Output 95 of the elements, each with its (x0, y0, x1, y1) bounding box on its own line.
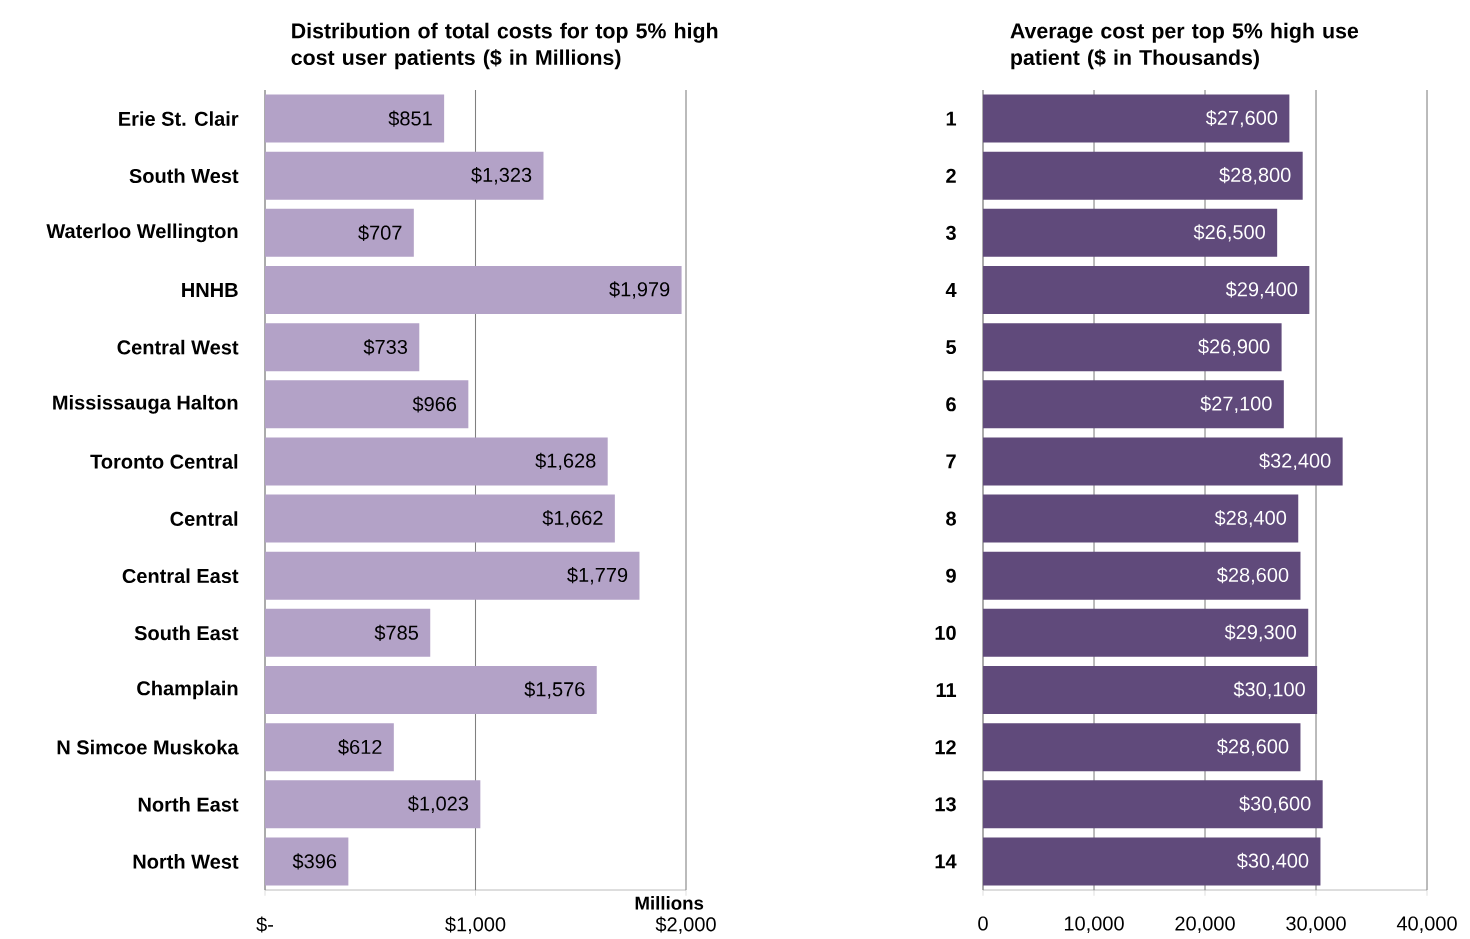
bar (265, 266, 682, 315)
data-label: $27,600 (1205, 109, 1278, 128)
x-tick-label: 10,000 (1064, 916, 1124, 933)
data-label: $1,576 (524, 681, 585, 699)
y-tick-label: 10 (935, 625, 956, 640)
y-tick-label: 1 (946, 111, 957, 126)
y-tick-label: 7 (946, 454, 956, 469)
bar (265, 208, 414, 257)
bar (265, 608, 431, 657)
y-tick-label: 5 (946, 340, 957, 355)
y-tick-label: 2 (946, 168, 956, 183)
y-tick-label: 6 (946, 397, 956, 412)
y-tick-label: North West (133, 854, 239, 869)
data-label: $28,600 (1217, 738, 1289, 756)
data-label: $785 (374, 624, 419, 641)
y-tick-label: HNHB (182, 283, 238, 297)
bar (983, 780, 1323, 829)
y-tick-label: Erie St. Clair (119, 111, 239, 126)
bar (265, 323, 420, 372)
y-tick-label: 12 (935, 740, 956, 755)
data-label: $1,662 (542, 509, 603, 528)
y-tick-label: 13 (935, 797, 956, 812)
data-label: $612 (338, 739, 382, 756)
bar (983, 608, 1309, 657)
bar (983, 208, 1278, 257)
y-tick-label: Mississauga Halton (53, 394, 238, 414)
x-tick-label: 40,000 (1396, 916, 1457, 933)
y-tick-label: N Simcoe Muskoka (57, 739, 239, 755)
y-tick-label: Toronto Central (90, 454, 238, 469)
data-label: $30,100 (1233, 681, 1305, 699)
data-label: $966 (412, 396, 457, 413)
bar (265, 837, 349, 886)
x-axis-title: Millions (635, 896, 704, 910)
chart-title: Distribution of total costs for top 5% high cost user patients ($ in Millions) (291, 22, 718, 70)
data-label: $26,900 (1198, 338, 1270, 356)
data-label: $1,979 (609, 281, 670, 299)
data-label: $707 (358, 224, 402, 241)
chart-title: Average cost per top 5% high use patient ($ in Thousands) (1010, 22, 1359, 70)
y-tick-label: 8 (946, 511, 956, 526)
y-tick-label: Central (170, 511, 238, 526)
bar (983, 837, 1321, 886)
data-label: $30,600 (1239, 795, 1311, 813)
data-label: $396 (292, 853, 337, 870)
data-label: $733 (363, 339, 408, 356)
y-tick-label: North East (138, 796, 239, 812)
y-tick-label: South West (129, 168, 239, 184)
bar (265, 494, 615, 543)
bar (265, 723, 394, 772)
bar (265, 94, 445, 143)
y-tick-label: Central West (117, 339, 239, 355)
x-tick-label: $1,000 (445, 916, 506, 934)
bar (983, 323, 1282, 372)
x-tick-label: 30,000 (1286, 916, 1346, 933)
x-tick-label: 20,000 (1175, 916, 1235, 933)
data-label: $29,400 (1225, 281, 1298, 299)
y-tick-label: 4 (945, 283, 957, 297)
bar (983, 723, 1301, 772)
y-tick-label: Champlain (137, 680, 238, 700)
bar (983, 151, 1303, 200)
bar (983, 380, 1284, 429)
data-label: $1,628 (535, 452, 596, 471)
y-tick-label: 11 (936, 683, 957, 697)
data-label: $851 (388, 110, 432, 127)
bar (265, 380, 469, 429)
y-tick-label: 3 (945, 225, 956, 240)
x-tick-label: $- (256, 916, 273, 933)
bar (265, 780, 481, 829)
bar (983, 494, 1299, 543)
data-label: $28,400 (1214, 509, 1287, 528)
y-tick-label: Central East (122, 568, 239, 584)
bar (983, 437, 1343, 486)
data-label: $28,800 (1219, 167, 1291, 185)
bar (983, 266, 1310, 315)
bar (983, 551, 1301, 600)
x-tick-label: 0 (978, 916, 988, 931)
bar (983, 94, 1290, 143)
data-label: $1,779 (567, 567, 628, 585)
data-label: $26,500 (1193, 224, 1265, 242)
data-label: $32,400 (1259, 452, 1331, 471)
data-label: $1,023 (408, 795, 469, 813)
y-tick-label: South East (134, 625, 239, 641)
bar (983, 666, 1318, 715)
data-label: $27,100 (1200, 395, 1272, 413)
bar (265, 437, 608, 486)
bar (265, 551, 640, 600)
data-label: $1,323 (471, 167, 532, 185)
bar (265, 151, 544, 200)
y-tick-label: Waterloo Wellington (46, 223, 238, 243)
y-tick-label: 14 (935, 854, 957, 869)
data-label: $29,300 (1224, 624, 1297, 642)
y-tick-label: 9 (946, 568, 956, 583)
data-label: $28,600 (1217, 567, 1289, 585)
data-label: $30,400 (1236, 852, 1309, 871)
bar (265, 666, 597, 715)
x-tick-label: $2,000 (655, 916, 716, 934)
